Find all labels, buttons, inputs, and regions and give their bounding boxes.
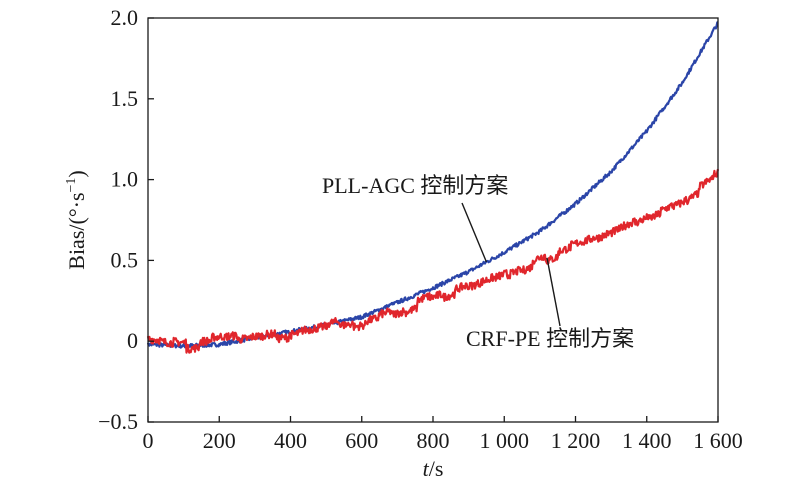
x-tick-label: 1 400 xyxy=(622,428,672,453)
series-line-crf-pe xyxy=(146,168,720,354)
y-tick-label: 0.5 xyxy=(111,247,139,272)
x-tick-label: 1 200 xyxy=(551,428,601,453)
y-tick-label: 0 xyxy=(127,328,138,353)
x-axis: 0 200 400 600 800 1 000 1 200 1 400 1 600 xyxy=(143,416,743,453)
x-axis-label-variable: t xyxy=(423,456,430,481)
annotation-label: PLL-AGC 控制方案 xyxy=(322,173,508,198)
y-tick-label: 2.0 xyxy=(111,5,139,30)
y-axis: −0.5 0 0.5 1.0 1.5 2.0 xyxy=(98,5,154,434)
y-axis-label: Bias/(°·s−1) xyxy=(64,170,89,269)
x-tick-label: 400 xyxy=(274,428,307,453)
annotation-leader-line xyxy=(461,202,488,263)
x-tick-label: 600 xyxy=(345,428,378,453)
y-tick-label: −0.5 xyxy=(98,409,138,434)
y-axis-label-superscript: −1 xyxy=(64,178,79,193)
annotation-leader-line xyxy=(546,257,561,327)
x-tick-label: 0 xyxy=(143,428,154,453)
annotations: PLL-AGC 控制方案 CRF-PE 控制方案 xyxy=(322,173,634,351)
x-axis-label: t/s xyxy=(423,456,444,481)
x-axis-label-unit: /s xyxy=(429,456,444,481)
y-tick-label: 1.5 xyxy=(111,86,139,111)
annotation-label: CRF-PE 控制方案 xyxy=(466,326,634,351)
y-tick-label: 1.0 xyxy=(111,167,139,192)
y-axis-label-close: ) xyxy=(64,170,89,177)
y-axis-label-main: Bias/(°·s xyxy=(64,192,89,269)
x-tick-label: 1 600 xyxy=(693,428,743,453)
x-tick-label: 800 xyxy=(417,428,450,453)
x-tick-label: 200 xyxy=(203,428,236,453)
series-layer xyxy=(146,21,720,354)
x-tick-label: 1 000 xyxy=(480,428,530,453)
